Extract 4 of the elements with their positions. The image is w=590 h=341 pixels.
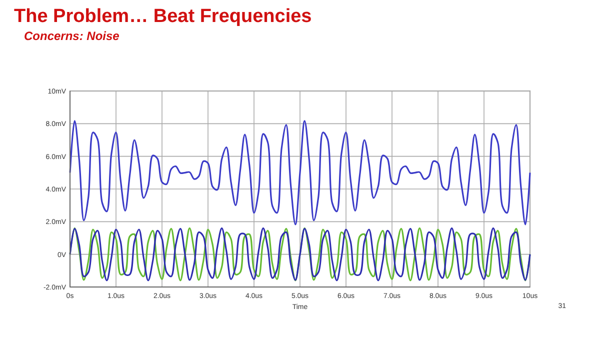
chart-subtitle: Concerns: Noise [24,29,120,43]
line-series [69,227,531,282]
line-series [69,120,531,226]
chart-title: The Problem… Beat Frequencies [14,6,312,27]
